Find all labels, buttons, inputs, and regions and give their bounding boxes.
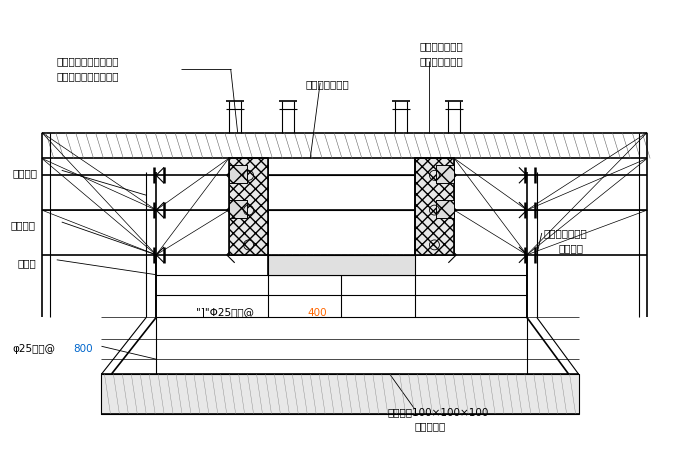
Bar (101, 374, 579, 414)
Text: 凝土管置换拔出: 凝土管置换拔出 (420, 56, 463, 66)
Bar (269, 255, 415, 275)
Bar (229, 165, 247, 183)
Bar (229, 158, 269, 255)
Text: 螺纹钢筋: 螺纹钢筋 (10, 220, 35, 230)
Text: 400: 400 (307, 307, 327, 317)
Text: 胶合板上开气孔: 胶合板上开气孔 (544, 228, 588, 238)
Text: 800: 800 (74, 344, 93, 354)
Bar (229, 200, 247, 218)
Bar (436, 200, 454, 218)
Text: 成型框模、带底: 成型框模、带底 (305, 79, 349, 89)
Text: φ25撑筋@: φ25撑筋@ (12, 344, 55, 354)
Text: 交角焊牢: 交角焊牢 (12, 168, 37, 178)
Text: 止水片: 止水片 (17, 258, 36, 268)
Text: 加焊斜撑筋沿吊模周边: 加焊斜撑筋沿吊模周边 (56, 56, 119, 66)
Text: 钢筋网交角节点均点焊: 钢筋网交角节点均点焊 (56, 71, 119, 81)
Bar (436, 165, 454, 183)
Text: 间距同撑筋: 间距同撑筋 (415, 421, 446, 431)
Bar (415, 158, 454, 255)
Text: 撑筋垫块100×100×100: 撑筋垫块100×100×100 (388, 407, 489, 417)
Text: 以便振捣: 以便振捣 (559, 243, 584, 253)
Text: 混凝土浇筑至混: 混凝土浇筑至混 (420, 41, 463, 51)
Text: "]"Φ25撑筋@: "]"Φ25撑筋@ (196, 307, 254, 317)
Bar (415, 158, 454, 255)
Bar (229, 200, 247, 218)
Bar (436, 165, 454, 183)
Bar (229, 165, 247, 183)
Bar (229, 158, 269, 255)
Bar (436, 200, 454, 218)
